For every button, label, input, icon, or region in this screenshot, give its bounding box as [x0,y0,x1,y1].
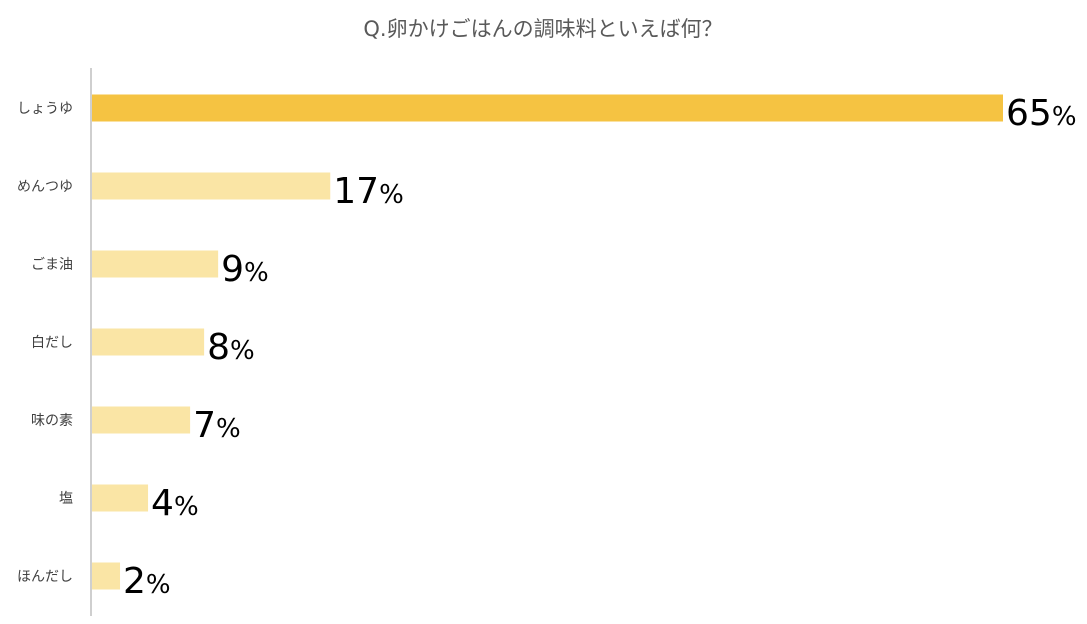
category-label: 塩 [59,491,73,507]
bar-1 [92,94,1003,122]
value-label: 2% [123,561,171,602]
chart-title: Q.卵かけごはんの調味料といえば何？ [363,17,722,41]
value-label: 65% [1006,93,1077,134]
category-label: ごま油 [31,257,73,273]
value-label: 9% [221,249,269,290]
category-label: 白だし [31,335,73,351]
bar-5 [92,406,191,434]
value-label: 17% [333,171,404,212]
bar-group [92,94,1003,590]
bar-2 [92,172,331,200]
bar-7 [92,562,121,590]
bar-4 [92,328,205,356]
bar-3 [92,250,219,278]
category-label: ほんだし [17,569,73,585]
value-labels: 65% 17% 9% 8% 7% 4% 2% [123,93,1077,602]
category-label: 味の素 [31,413,73,429]
category-label: めんつゆ [17,179,73,195]
category-label: しょうゆ [17,101,73,117]
value-label: 7% [193,405,241,446]
bar-6 [92,484,149,512]
value-label: 8% [207,327,255,368]
value-label: 4% [151,483,199,524]
